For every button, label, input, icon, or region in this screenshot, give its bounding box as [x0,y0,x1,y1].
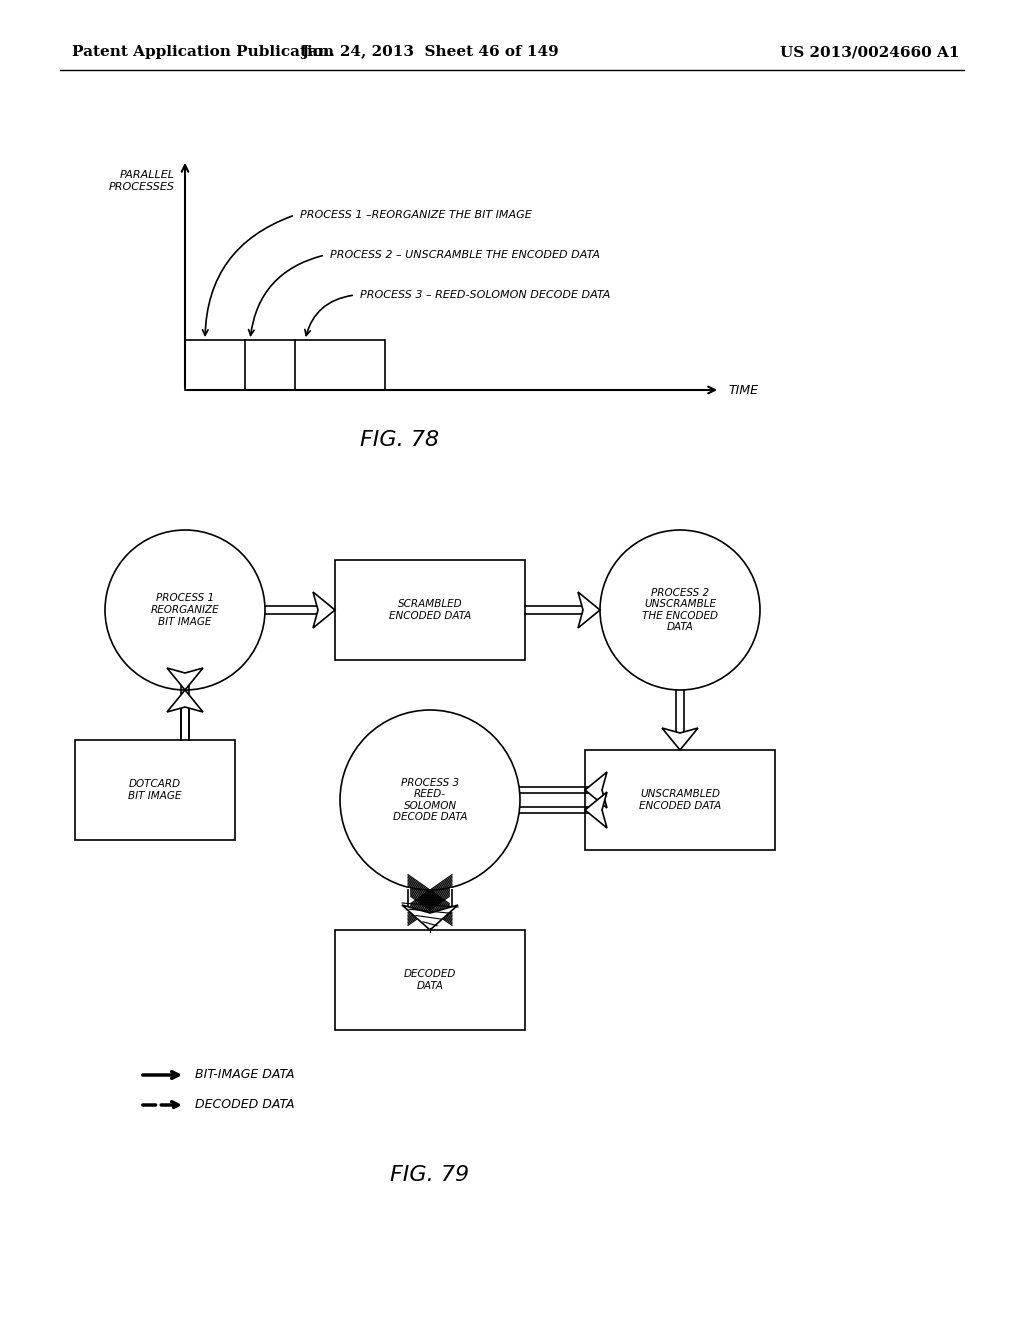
Polygon shape [585,772,607,808]
FancyArrowPatch shape [249,256,323,335]
Bar [75,741,234,840]
Polygon shape [662,729,698,750]
Text: UNSCRAMBLED
ENCODED DATA: UNSCRAMBLED ENCODED DATA [639,789,721,810]
Bar [335,560,525,660]
Text: DOTCARD
BIT IMAGE: DOTCARD BIT IMAGE [128,779,181,801]
Text: Jan. 24, 2013  Sheet 46 of 149: Jan. 24, 2013 Sheet 46 of 149 [301,45,559,59]
Text: PROCESS 3 – REED-SOLOMON DECODE DATA: PROCESS 3 – REED-SOLOMON DECODE DATA [360,290,610,300]
Circle shape [340,710,520,890]
Text: PARALLEL
PROCESSES: PARALLEL PROCESSES [109,170,175,191]
Text: PROCESS 1 –REORGANIZE THE BIT IMAGE: PROCESS 1 –REORGANIZE THE BIT IMAGE [300,210,531,220]
Text: PROCESS 2
UNSCRAMBLE
THE ENCODED
DATA: PROCESS 2 UNSCRAMBLE THE ENCODED DATA [642,587,718,632]
Text: DECODED DATA: DECODED DATA [195,1098,295,1111]
Polygon shape [167,690,203,711]
Text: BIT-IMAGE DATA: BIT-IMAGE DATA [195,1068,295,1081]
Text: FIG. 78: FIG. 78 [360,430,439,450]
Polygon shape [585,792,607,828]
FancyArrowPatch shape [305,296,352,335]
Text: TIME: TIME [728,384,758,396]
Text: PROCESS 3
REED-
SOLOMON
DECODE DATA: PROCESS 3 REED- SOLOMON DECODE DATA [393,777,467,822]
FancyArrowPatch shape [203,216,293,335]
Text: PROCESS 2 – UNSCRAMBLE THE ENCODED DATA: PROCESS 2 – UNSCRAMBLE THE ENCODED DATA [330,249,600,260]
Circle shape [105,531,265,690]
Circle shape [600,531,760,690]
Bar [585,750,775,850]
Polygon shape [578,591,600,628]
Polygon shape [313,591,335,628]
Bar [335,931,525,1030]
Polygon shape [167,668,203,690]
Bar [185,341,385,389]
Polygon shape [402,906,458,931]
Text: SCRAMBLED
ENCODED DATA: SCRAMBLED ENCODED DATA [389,599,471,620]
Text: DECODED
DATA: DECODED DATA [403,969,456,991]
Text: Patent Application Publication: Patent Application Publication [72,45,334,59]
Text: US 2013/0024660 A1: US 2013/0024660 A1 [780,45,959,59]
Text: PROCESS 1
REORGANIZE
BIT IMAGE: PROCESS 1 REORGANIZE BIT IMAGE [151,594,219,627]
Text: FIG. 79: FIG. 79 [390,1166,470,1185]
